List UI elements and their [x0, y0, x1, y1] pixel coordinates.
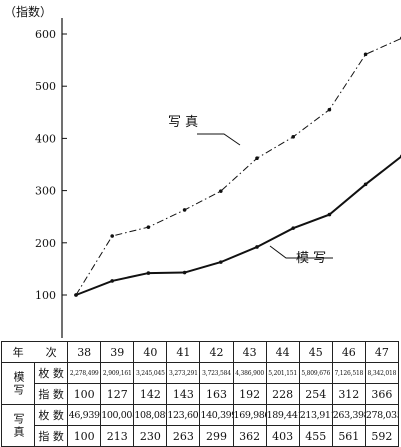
table-row-shashin-index: 指 数 100 213 230 263 299 362 403 455 561 …: [2, 425, 400, 447]
table-cell: 3,245,045: [133, 362, 168, 384]
y-tick-label: 300: [35, 185, 56, 198]
y-tick-label: 400: [35, 132, 56, 145]
series-label-shashin: 写 真: [168, 115, 198, 130]
table-cell: 3,723,584: [199, 362, 234, 384]
line-chart: （指数） 100 200 300 400 500 600 写 真模 写: [4, 4, 401, 338]
y-axis-label: （指数）: [4, 4, 52, 19]
table-cell: 2,278,499: [67, 362, 102, 384]
label-leader-line: [197, 133, 241, 146]
table-cell: 2,909,161: [100, 362, 135, 384]
year-cell: 45: [298, 341, 333, 363]
table-cell: 108,089: [133, 404, 168, 426]
year-header: 年 次: [0, 341, 69, 363]
series-lines: [74, 36, 401, 297]
table-cell: 7,126,518: [331, 362, 366, 384]
year-cell: 38: [67, 341, 102, 363]
table-row-mosha-index: 指 数 100 127 142 143 163 192 228 254 312 …: [2, 383, 400, 405]
data-point: [291, 135, 296, 139]
table-cell: 192: [232, 383, 267, 405]
y-tick-label: 100: [35, 289, 56, 302]
data-point: [363, 52, 368, 57]
label-leader-line: [269, 245, 333, 259]
table-cell: 228: [265, 383, 300, 405]
table-row-mosha-count: 模写 枚 数 2,278,499 2,909,161 3,245,045 3,2…: [0, 362, 400, 405]
series-labels: 写 真模 写: [168, 115, 333, 266]
table-cell: 100: [67, 383, 102, 405]
table-cell: 189,441: [265, 404, 300, 426]
table-cell: 46,939: [67, 404, 102, 426]
table-cell: 278,035: [364, 404, 400, 426]
data-point: [291, 226, 296, 230]
year-cell: 43: [232, 341, 267, 363]
series-line-mosha: [75, 155, 401, 296]
group-label-mosha: 模写: [0, 362, 36, 405]
year-cell: 42: [199, 341, 234, 363]
table-cell: 163: [199, 383, 234, 405]
row-label: 指 数: [34, 383, 69, 405]
data-point: [146, 225, 151, 229]
table-cell: 230: [133, 425, 168, 447]
data-point: [219, 189, 223, 193]
table-cell: 312: [331, 383, 366, 405]
table-cell: 299: [199, 425, 234, 447]
table-cell: 123,605: [166, 404, 201, 426]
table-cell: 143: [166, 383, 201, 405]
table-cell: 8,342,018: [364, 362, 400, 384]
table-cell: 254: [298, 383, 333, 405]
table-cell: 100: [67, 425, 102, 447]
data-point: [146, 271, 151, 275]
data-point: [255, 156, 259, 161]
table-cell: 213,911: [298, 404, 333, 426]
table-cell: 5,201,151: [265, 362, 300, 384]
data-point: [327, 107, 332, 112]
data-point: [110, 234, 114, 238]
data-point: [74, 293, 78, 297]
table-cell: 5,809,676: [298, 362, 333, 384]
data-point: [219, 260, 223, 264]
table-cell: 127: [100, 383, 135, 405]
data-point: [182, 270, 187, 275]
y-tick-label: 200: [35, 237, 56, 250]
series-line-shashin: [75, 37, 401, 296]
data-point: [182, 208, 187, 212]
table-cell: 169,986: [232, 404, 267, 426]
table-cell: 4,386,900: [232, 362, 267, 384]
data-table: 年 次 38 39 40 41 42 43 44 45 46 47 模写 枚 数…: [0, 341, 400, 447]
y-tick-label: 500: [35, 80, 56, 93]
table-cell: 455: [298, 425, 333, 447]
table-cell: 403: [265, 425, 300, 447]
group-label-shashin: 写真: [0, 404, 36, 447]
data-point: [110, 279, 114, 283]
y-tick-label: 600: [35, 28, 56, 41]
table-row-years: 年 次 38 39 40 41 42 43 44 45 46 47: [0, 341, 400, 363]
table-cell: 263,398: [331, 404, 366, 426]
table-cell: 366: [364, 383, 400, 405]
table-cell: 3,273,291: [166, 362, 201, 384]
year-cell: 47: [364, 341, 400, 363]
year-cell: 44: [265, 341, 300, 363]
year-cell: 39: [100, 341, 135, 363]
table-cell: 263: [166, 425, 201, 447]
y-ticks: 100 200 300 400 500 600: [35, 28, 67, 302]
table-cell: 561: [331, 425, 366, 447]
table-cell: 362: [232, 425, 267, 447]
row-label: 枚 数: [34, 404, 69, 426]
table-cell: 142: [133, 383, 168, 405]
data-point: [327, 212, 332, 217]
table-cell: 213: [100, 425, 135, 447]
table-cell: 100,008: [100, 404, 135, 426]
data-point: [255, 245, 259, 249]
row-label: 指 数: [34, 425, 69, 447]
table-cell: 140,399: [199, 404, 234, 426]
year-cell: 46: [331, 341, 366, 363]
data-point: [363, 182, 368, 187]
row-label: 枚 数: [34, 362, 69, 384]
table-cell: 592: [364, 425, 400, 447]
year-cell: 40: [133, 341, 168, 363]
table-row-shashin-count: 写真 枚 数 46,939 100,008 108,089 123,605 14…: [0, 404, 400, 447]
year-cell: 41: [166, 341, 201, 363]
